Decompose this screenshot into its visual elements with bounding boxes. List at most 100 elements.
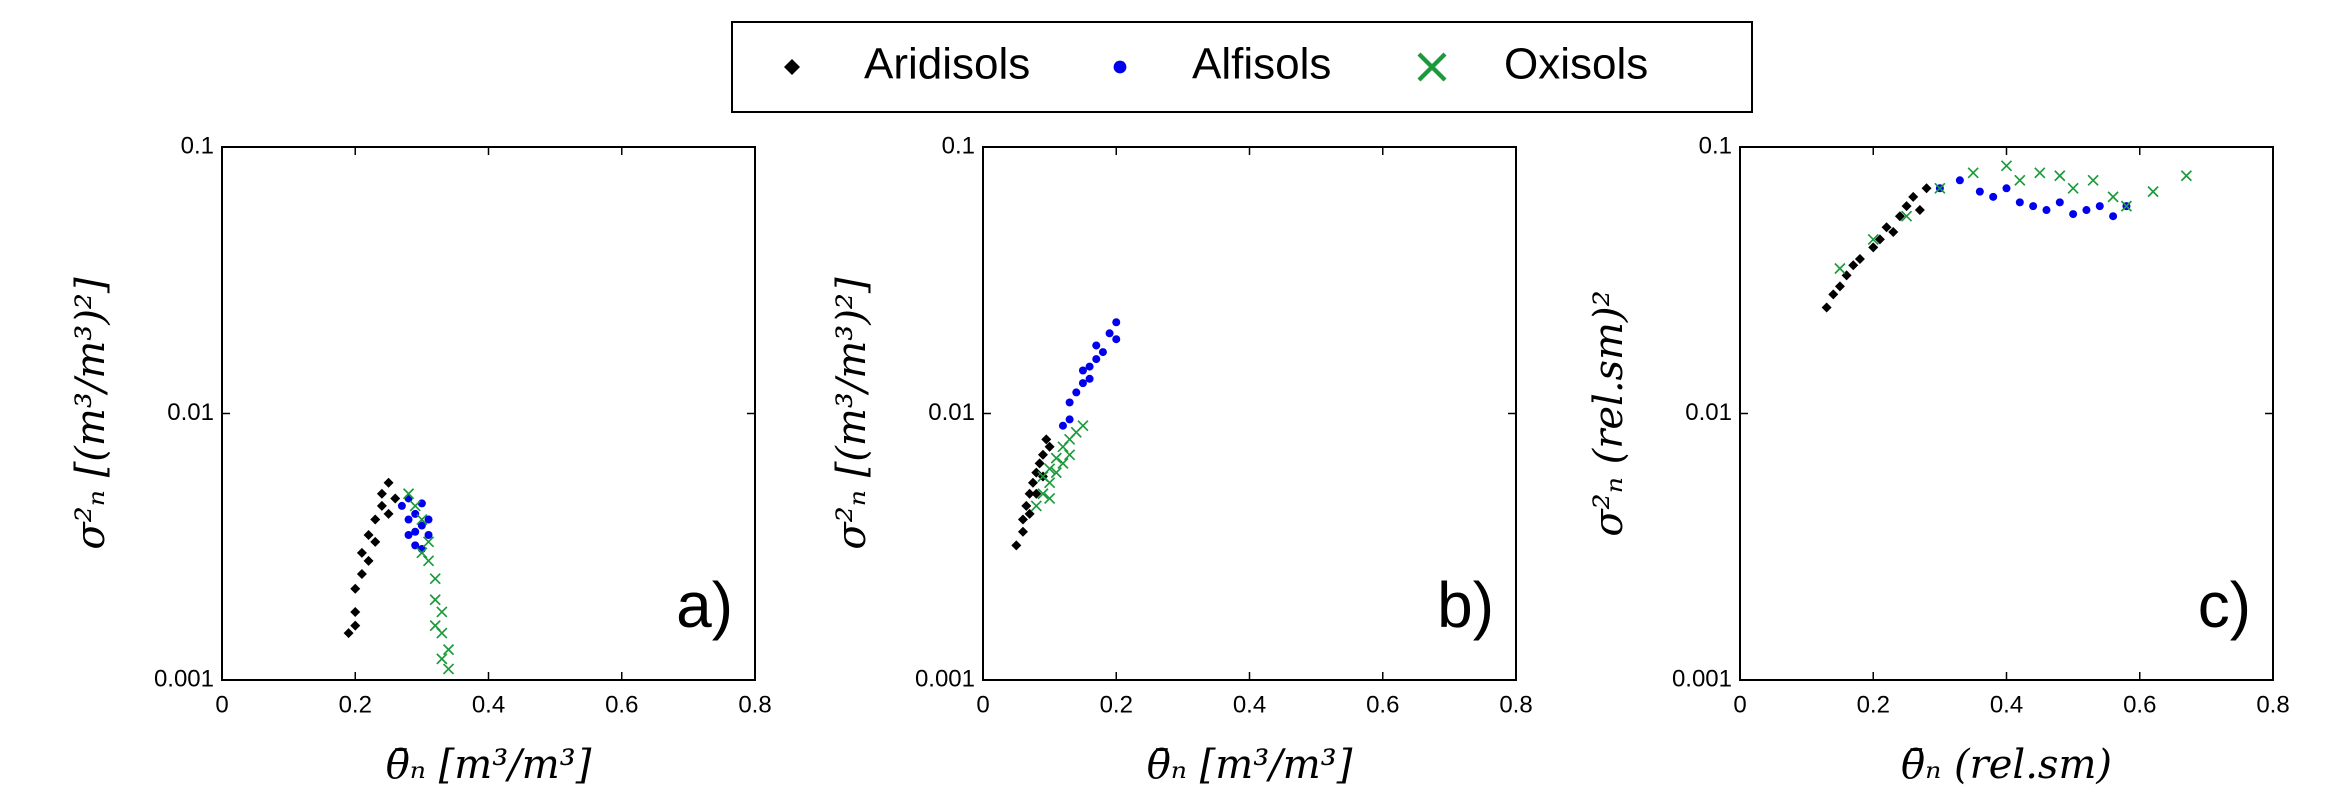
point bbox=[1098, 348, 1107, 357]
y-tick-label: 0.001 bbox=[915, 665, 975, 692]
point bbox=[1065, 398, 1074, 407]
point bbox=[1030, 500, 1042, 512]
plot-area bbox=[222, 147, 755, 680]
point bbox=[383, 477, 394, 488]
point bbox=[1037, 470, 1049, 483]
point bbox=[1848, 260, 1859, 271]
point bbox=[1072, 388, 1081, 397]
point bbox=[1027, 477, 1038, 488]
point bbox=[1894, 211, 1905, 222]
point bbox=[409, 500, 421, 512]
x-tick-label: 0 bbox=[215, 691, 228, 718]
point bbox=[1017, 526, 1028, 537]
point bbox=[1031, 467, 1042, 478]
legend-box bbox=[731, 21, 1753, 113]
point bbox=[442, 644, 455, 656]
x-tick-label: 0.2 bbox=[339, 691, 372, 718]
x-tick-label: 0.4 bbox=[1990, 691, 2023, 718]
point bbox=[442, 663, 455, 675]
point bbox=[363, 530, 374, 541]
point bbox=[1914, 205, 1925, 216]
x-tick-label: 0.8 bbox=[1499, 691, 1532, 718]
point bbox=[404, 531, 413, 540]
point bbox=[383, 508, 394, 519]
point bbox=[1077, 420, 1089, 432]
point bbox=[417, 521, 426, 530]
point bbox=[1967, 167, 1979, 179]
x-tick-label: 0.4 bbox=[472, 691, 505, 718]
y-tick-label: 0.1 bbox=[1699, 132, 1732, 159]
point bbox=[1024, 488, 1035, 499]
plot-area bbox=[1740, 147, 2273, 680]
point bbox=[1112, 318, 1121, 327]
point bbox=[1975, 187, 1984, 196]
point bbox=[1867, 233, 1879, 246]
point bbox=[429, 620, 441, 632]
y-axis-label: σ²ₙ (rel.sm)² bbox=[1586, 290, 1632, 536]
point bbox=[1085, 374, 1094, 383]
point bbox=[424, 515, 433, 524]
x-axis-label: θ̄ₙ [m³/m³] bbox=[1147, 742, 1353, 788]
point bbox=[417, 499, 426, 508]
point bbox=[1078, 366, 1087, 375]
point bbox=[1828, 289, 1839, 300]
plot-area bbox=[983, 147, 1516, 680]
point bbox=[1057, 457, 1069, 469]
point bbox=[436, 653, 448, 665]
plot-frame bbox=[982, 146, 1517, 681]
point bbox=[1024, 508, 1035, 519]
point bbox=[1092, 341, 1101, 350]
point bbox=[422, 536, 435, 548]
point bbox=[1989, 192, 1998, 201]
legend-marker bbox=[1417, 52, 1447, 82]
plot-frame bbox=[221, 146, 756, 681]
x-axis-label: θ̄ₙ [m³/m³] bbox=[386, 742, 592, 788]
point bbox=[356, 568, 367, 579]
y-tick-label: 0.01 bbox=[1685, 399, 1732, 426]
point bbox=[2014, 174, 2026, 186]
point bbox=[1934, 182, 1946, 194]
x-tick-label: 0 bbox=[976, 691, 989, 718]
point bbox=[1955, 176, 1964, 185]
point bbox=[1085, 362, 1094, 371]
point bbox=[2087, 174, 2099, 186]
point bbox=[1044, 492, 1056, 505]
y-tick-label: 0.001 bbox=[154, 665, 214, 692]
x-tick-label: 0.2 bbox=[1857, 691, 1890, 718]
point bbox=[1021, 500, 1032, 511]
y-tick-label: 0.01 bbox=[928, 399, 975, 426]
point bbox=[1065, 415, 1074, 424]
point bbox=[1050, 452, 1062, 464]
point bbox=[1881, 222, 1892, 233]
point bbox=[370, 536, 381, 547]
panel-label: a) bbox=[676, 569, 733, 641]
point bbox=[2015, 198, 2024, 207]
point bbox=[350, 583, 361, 594]
point bbox=[2109, 212, 2118, 221]
point bbox=[2069, 210, 2078, 219]
point bbox=[1017, 514, 1028, 525]
y-tick-label: 0.1 bbox=[942, 132, 975, 159]
point bbox=[2107, 191, 2119, 203]
legend-marker bbox=[1113, 60, 1127, 74]
y-axis-label: σ²ₙ [(m³/m³)²] bbox=[68, 277, 114, 550]
point bbox=[363, 555, 374, 566]
point bbox=[1037, 488, 1049, 500]
legend-label: Alfisols bbox=[1192, 40, 1331, 89]
point bbox=[402, 488, 415, 500]
point bbox=[422, 555, 435, 567]
point bbox=[1041, 434, 1052, 445]
point bbox=[390, 493, 401, 504]
point bbox=[436, 606, 448, 618]
legend-marker bbox=[784, 59, 800, 75]
point bbox=[1921, 183, 1932, 194]
point bbox=[350, 620, 361, 631]
point bbox=[343, 628, 354, 639]
point bbox=[1868, 242, 1879, 253]
point bbox=[376, 500, 387, 511]
point bbox=[416, 513, 428, 526]
point bbox=[2002, 184, 2011, 193]
point bbox=[1834, 281, 1845, 292]
x-tick-label: 0.6 bbox=[2123, 691, 2156, 718]
